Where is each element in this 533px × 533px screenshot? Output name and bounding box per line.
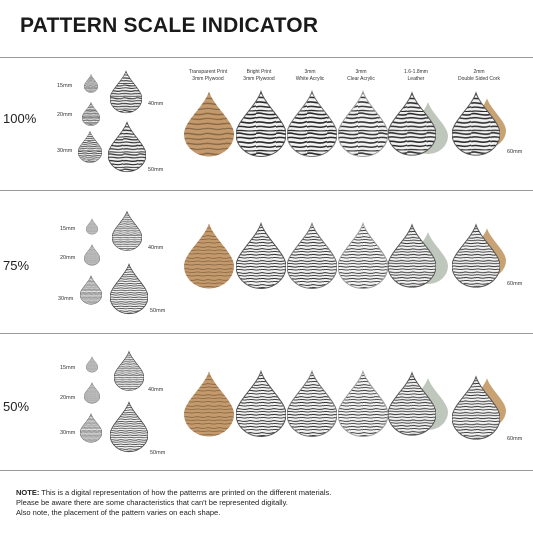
size-label-50mm: 50mm	[150, 308, 166, 314]
row-divider	[0, 190, 533, 191]
size-label-20mm: 20mm	[57, 112, 73, 118]
sample-drop-40mm	[114, 350, 144, 391]
size-label-15mm: 15mm	[60, 226, 76, 232]
material-drop-transparent-plywood	[184, 91, 234, 157]
sample-drop-15mm	[86, 218, 98, 235]
material-drop-leather	[388, 223, 436, 288]
size-label-40mm: 40mm	[148, 245, 164, 251]
material-drop-white-acrylic	[287, 89, 337, 157]
note-line-2: Please be aware there are some character…	[16, 498, 288, 507]
note-line-1: This is a digital representation of how …	[39, 488, 332, 497]
material-header-cork: 2mm Double Sided Cork	[458, 69, 500, 82]
material-header-transparent-plywood: Transparent Print 3mm Plywood	[188, 69, 228, 82]
material-header-clear-acrylic: 3mm Clear Acrylic	[347, 69, 375, 82]
material-header-bright-plywood: Bright Print 3mm Plywood	[243, 69, 275, 82]
page-title: PATTERN SCALE INDICATOR	[20, 14, 319, 37]
material-drop-cork	[452, 223, 500, 288]
material-drop-clear-acrylic	[338, 221, 388, 289]
material-drop-bright-plywood	[236, 221, 286, 289]
sample-drop-30mm	[80, 413, 102, 443]
size-label-50mm: 50mm	[150, 450, 166, 456]
material-drop-white-acrylic	[287, 369, 337, 437]
material-drop-cork	[452, 91, 500, 156]
scale-percent-75: 75%	[3, 258, 30, 273]
material-drop-bright-plywood	[236, 89, 286, 157]
size-label-30mm: 30mm	[58, 296, 74, 302]
sample-drop-20mm	[84, 244, 100, 266]
size-label-60mm: 60mm	[507, 149, 523, 155]
sample-drop-20mm	[82, 102, 100, 126]
row-divider	[0, 470, 533, 471]
material-drop-leather	[388, 91, 436, 156]
scale-percent-100: 100%	[3, 111, 37, 126]
sample-drop-30mm	[78, 130, 102, 163]
size-label-60mm: 60mm	[507, 281, 523, 287]
sample-drop-20mm	[84, 382, 100, 404]
note-line-3: Also note, the placement of the pattern …	[16, 508, 221, 517]
sample-drop-50mm	[110, 263, 148, 315]
sample-drop-15mm	[86, 356, 98, 373]
sample-drop-40mm	[110, 70, 142, 114]
size-label-20mm: 20mm	[60, 255, 76, 261]
size-label-15mm: 15mm	[57, 83, 73, 89]
sample-drop-15mm	[84, 74, 98, 93]
size-label-30mm: 30mm	[60, 430, 76, 436]
size-label-50mm: 50mm	[148, 167, 164, 173]
material-drop-bright-plywood	[236, 369, 286, 437]
sample-drop-30mm	[80, 275, 102, 305]
size-label-20mm: 20mm	[60, 395, 76, 401]
size-label-15mm: 15mm	[60, 365, 76, 371]
sample-drop-50mm	[110, 401, 148, 453]
material-drop-white-acrylic	[287, 221, 337, 289]
size-label-60mm: 60mm	[507, 436, 523, 442]
row-divider	[0, 333, 533, 334]
size-label-30mm: 30mm	[57, 148, 73, 154]
size-label-40mm: 40mm	[148, 101, 164, 107]
sample-drop-50mm	[108, 121, 146, 173]
material-header-white-acrylic: 3mm White Acrylic	[295, 69, 325, 82]
material-drop-cork	[452, 375, 500, 440]
disclaimer-note: NOTE: This is a digital representation o…	[16, 488, 516, 518]
material-drop-transparent-plywood	[184, 371, 234, 437]
size-label-40mm: 40mm	[148, 387, 164, 393]
material-drop-clear-acrylic	[338, 89, 388, 157]
material-drop-leather	[388, 371, 436, 436]
row-divider	[0, 57, 533, 58]
material-drop-clear-acrylic	[338, 369, 388, 437]
material-header-leather: 1.6-1.8mm Leather	[404, 69, 428, 82]
sample-drop-40mm	[112, 210, 142, 251]
scale-percent-50: 50%	[3, 399, 30, 414]
note-label: NOTE:	[16, 488, 40, 497]
material-drop-transparent-plywood	[184, 223, 234, 289]
